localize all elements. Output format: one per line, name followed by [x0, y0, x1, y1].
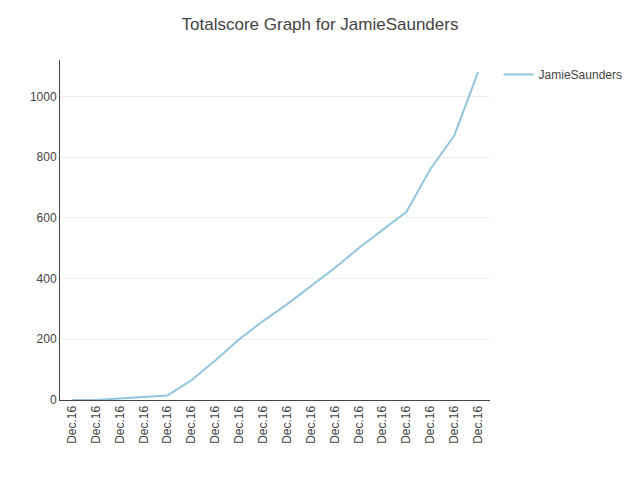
svg-text:Dec.16: Dec.16 [113, 405, 127, 443]
svg-text:Dec.16: Dec.16 [89, 405, 103, 443]
svg-text:Dec.16: Dec.16 [447, 405, 461, 443]
svg-text:Dec.16: Dec.16 [304, 405, 318, 443]
svg-text:Dec.16: Dec.16 [160, 405, 174, 443]
svg-text:Dec.16: Dec.16 [184, 405, 198, 443]
svg-text:Dec.16: Dec.16 [328, 405, 342, 443]
svg-text:Dec.16: Dec.16 [280, 405, 294, 443]
svg-text:Totalscore Graph for JamieSaun: Totalscore Graph for JamieSaunders [182, 15, 459, 34]
svg-text:Dec.16: Dec.16 [232, 405, 246, 443]
svg-text:Dec.16: Dec.16 [471, 405, 485, 443]
svg-text:200: 200 [37, 332, 57, 346]
svg-text:JamieSaunders: JamieSaunders [539, 68, 622, 82]
svg-text:0: 0 [50, 393, 57, 407]
svg-text:Dec.16: Dec.16 [208, 405, 222, 443]
svg-text:Dec.16: Dec.16 [399, 405, 413, 443]
svg-text:400: 400 [37, 272, 57, 286]
svg-text:Dec.16: Dec.16 [375, 405, 389, 443]
svg-text:Dec.16: Dec.16 [256, 405, 270, 443]
svg-text:Dec.16: Dec.16 [65, 405, 79, 443]
svg-text:Dec.16: Dec.16 [423, 405, 437, 443]
svg-text:Dec.16: Dec.16 [137, 405, 151, 443]
svg-text:Dec.16: Dec.16 [352, 405, 366, 443]
svg-text:800: 800 [37, 150, 57, 164]
svg-text:600: 600 [37, 211, 57, 225]
svg-text:1000: 1000 [30, 90, 57, 104]
